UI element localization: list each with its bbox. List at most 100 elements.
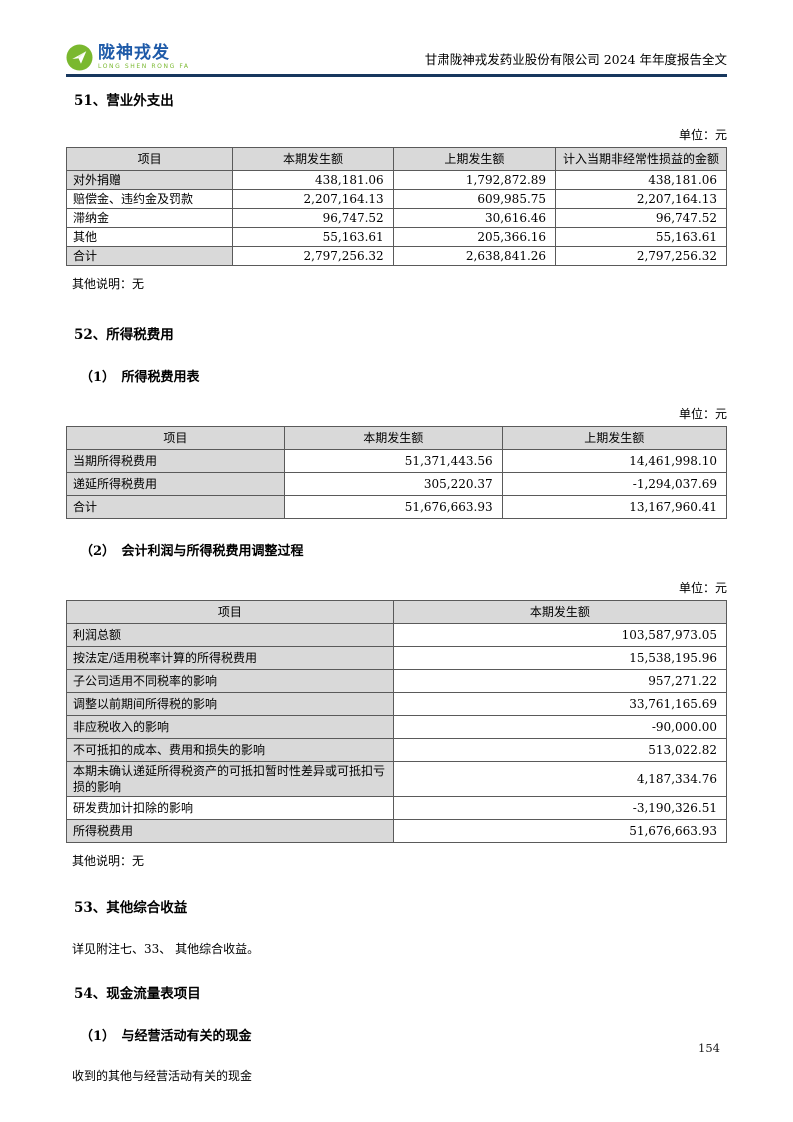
cell-value: 30,616.46 [392,208,557,228]
table-row: 当期所得税费用 51,371,443.56 14,461,998.10 [66,449,728,473]
column-header: 上期发生额 [392,147,557,171]
table-row: 本期未确认递延所得税资产的可抵扣暂时性差异或可抵扣亏损的影响 4,187,334… [66,761,728,797]
cell-item: 非应税收入的影响 [66,715,394,739]
cell-item: 利润总额 [66,623,394,647]
table-row: 利润总额 103,587,973.05 [66,623,728,647]
cell-item: 当期所得税费用 [66,449,285,473]
brand-name-cn: 陇神戎发 [98,43,170,63]
cell-value: 2,207,164.13 [555,189,727,209]
cell-value: 1,792,872.89 [392,170,557,190]
column-header: 计入当期非经常性损益的金额 [555,147,727,171]
cell-value: 2,638,841.26 [392,246,557,266]
brand-text: 陇神戎发 LONG SHEN RONG FA [98,45,190,70]
unit-label: 单位：元 [678,581,727,595]
cell-item: 按法定/适用税率计算的所得税费用 [66,646,394,670]
income-tax-expense-table: 项目 本期发生额 上期发生额 当期所得税费用 51,371,443.56 14,… [66,426,728,519]
table-row: 不可抵扣的成本、费用和损失的影响 513,022.82 [66,738,728,762]
section-53-body: 详见附注七、33、 其他综合收益。 [72,942,260,956]
cell-item: 本期未确认递延所得税资产的可抵扣暂时性差异或可抵扣亏损的影响 [66,761,394,797]
section-52-sub1-title: （1） 所得税费用表 [80,370,200,385]
cell-value: 51,676,663.93 [283,495,503,519]
cell-value: 438,181.06 [232,170,394,190]
cell-item: 子公司适用不同税率的影响 [66,669,394,693]
column-header: 项目 [66,600,394,624]
table-row: 对外捐赠 438,181.06 1,792,872.89 438,181.06 [65,170,727,190]
section-54-body: 收到的其他与经营活动有关的现金 [72,1069,253,1083]
column-header: 项目 [66,426,285,450]
column-header: 本期发生额 [392,600,728,624]
cell-value: 13,167,960.41 [501,495,728,519]
cell-value: 2,797,256.32 [232,246,394,266]
cell-item: 对外捐赠 [65,170,234,190]
cell-item: 研发费加计扣除的影响 [66,796,394,820]
column-header: 本期发生额 [283,426,503,450]
cell-value: 96,747.52 [555,208,727,228]
logo-bird-icon [66,44,93,71]
page-content: 51、营业外支出 单位：元 项目 本期发生额 上期发生额 计入当期非经常性损益的… [65,89,728,1084]
page-number: 154 [698,1041,720,1055]
table-row: 递延所得税费用 305,220.37 -1,294,037.69 [66,472,728,496]
cell-value: -3,190,326.51 [392,796,728,820]
section-51-title: 51、营业外支出 [74,93,174,109]
cell-value: 957,271.22 [392,669,728,693]
table-total-row: 合计 51,676,663.93 13,167,960.41 [66,495,728,519]
column-header: 项目 [65,147,234,171]
cell-value: 96,747.52 [232,208,394,228]
cell-value: 51,676,663.93 [392,819,728,843]
cell-value: 14,461,998.10 [501,449,728,473]
cell-value: 2,207,164.13 [232,189,394,209]
cell-item: 递延所得税费用 [66,472,285,496]
cell-item: 赔偿金、违约金及罚款 [65,189,234,209]
table-row: 非应税收入的影响 -90,000.00 [66,715,728,739]
cell-value: 4,187,334.76 [392,761,728,797]
document-title: 甘肃陇神戎发药业股份有限公司 2024 年年度报告全文 [424,52,727,67]
unit-label: 单位：元 [678,407,727,421]
section-52-title: 52、所得税费用 [74,327,174,343]
table-row: 子公司适用不同税率的影响 957,271.22 [66,669,728,693]
tax-reconciliation-table: 项目 本期发生额 利润总额 103,587,973.05 按法定/适用税率计算的… [66,600,728,843]
cell-value: -90,000.00 [392,715,728,739]
table-total-row: 合计 2,797,256.32 2,638,841.26 2,797,256.3… [65,246,727,266]
cell-value: 513,022.82 [392,738,728,762]
table-row: 调整以前期间所得税的影响 33,761,165.69 [66,692,728,716]
cell-value: 55,163.61 [555,227,727,247]
cell-value: 2,797,256.32 [555,246,727,266]
cell-value: 305,220.37 [283,472,503,496]
table-row: 滞纳金 96,747.52 30,616.46 96,747.52 [65,208,727,228]
cell-item: 合计 [66,495,285,519]
section-54-title: 54、现金流量表项目 [74,986,201,1002]
table-row: 研发费加计扣除的影响 -3,190,326.51 [66,796,728,820]
cell-value: 51,371,443.56 [283,449,503,473]
cell-value: 205,366.16 [392,227,557,247]
cell-value: 609,985.75 [392,189,557,209]
other-note: 其他说明：无 [72,854,145,868]
table-header-row: 项目 本期发生额 上期发生额 [66,426,728,450]
table-row: 按法定/适用税率计算的所得税费用 15,538,195.96 [66,646,728,670]
cell-value: 55,163.61 [232,227,394,247]
column-header: 本期发生额 [232,147,394,171]
table-row: 赔偿金、违约金及罚款 2,207,164.13 609,985.75 2,207… [65,189,727,209]
table-total-row: 所得税费用 51,676,663.93 [66,819,728,843]
cell-value: -1,294,037.69 [501,472,728,496]
table-row: 其他 55,163.61 205,366.16 55,163.61 [65,227,727,247]
page-header: 陇神戎发 LONG SHEN RONG FA 甘肃陇神戎发药业股份有限公司 20… [66,0,727,77]
cell-item: 其他 [65,227,234,247]
section-52-sub2-title: （2） 会计利润与所得税费用调整过程 [80,544,304,559]
table-header-row: 项目 本期发生额 上期发生额 计入当期非经常性损益的金额 [65,147,727,171]
section-53-title: 53、其他综合收益 [74,900,188,916]
cell-item: 合计 [65,246,234,266]
cell-item: 调整以前期间所得税的影响 [66,692,394,716]
unit-label: 单位：元 [678,128,727,142]
non-operating-expenses-table: 项目 本期发生额 上期发生额 计入当期非经常性损益的金额 对外捐赠 438,18… [65,147,727,266]
cell-item: 所得税费用 [66,819,394,843]
section-54-sub1-title: （1） 与经营活动有关的现金 [80,1029,252,1044]
cell-value: 438,181.06 [555,170,727,190]
cell-value: 15,538,195.96 [392,646,728,670]
cell-item: 滞纳金 [65,208,234,228]
other-note: 其他说明：无 [72,277,145,291]
cell-value: 103,587,973.05 [392,623,728,647]
brand-name-en: LONG SHEN RONG FA [98,63,190,70]
company-logo: 陇神戎发 LONG SHEN RONG FA [66,44,190,71]
cell-item: 不可抵扣的成本、费用和损失的影响 [66,738,394,762]
